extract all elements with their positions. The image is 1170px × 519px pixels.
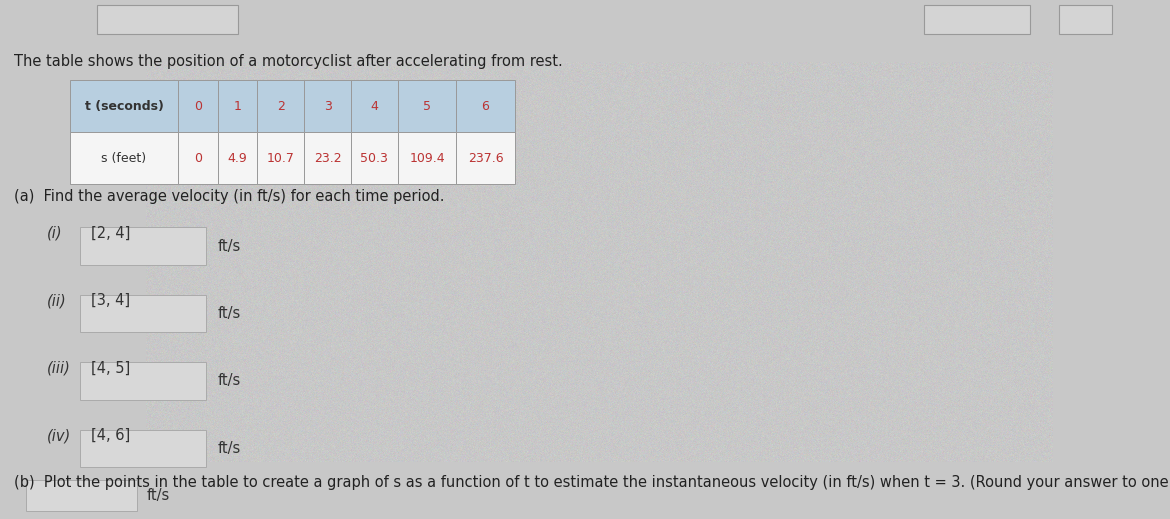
Text: (i): (i) xyxy=(47,226,62,241)
Text: 5: 5 xyxy=(424,100,431,113)
Text: The table shows the position of a motorcyclist after accelerating from rest.: The table shows the position of a motorc… xyxy=(14,54,563,70)
Text: 237.6: 237.6 xyxy=(468,152,503,165)
Text: [4, 5]: [4, 5] xyxy=(91,361,131,376)
Text: (iii): (iii) xyxy=(47,361,70,376)
Text: 0: 0 xyxy=(194,100,201,113)
Text: 50.3: 50.3 xyxy=(360,152,388,165)
Text: ft/s: ft/s xyxy=(218,374,241,388)
Text: ft/s: ft/s xyxy=(146,488,170,503)
Text: [3, 4]: [3, 4] xyxy=(91,293,130,308)
Text: (b)  Plot the points in the table to create a graph of s as a function of t to e: (b) Plot the points in the table to crea… xyxy=(14,475,1170,490)
Text: 6: 6 xyxy=(482,100,489,113)
Text: (iv): (iv) xyxy=(47,428,71,443)
Text: 23.2: 23.2 xyxy=(314,152,342,165)
Text: 109.4: 109.4 xyxy=(410,152,445,165)
Text: 3: 3 xyxy=(324,100,331,113)
Text: (a)  Find the average velocity (in ft/s) for each time period.: (a) Find the average velocity (in ft/s) … xyxy=(14,189,445,204)
Text: 10.7: 10.7 xyxy=(267,152,295,165)
Text: ft/s: ft/s xyxy=(218,441,241,456)
Text: 1: 1 xyxy=(234,100,241,113)
Text: 2: 2 xyxy=(277,100,284,113)
Text: [2, 4]: [2, 4] xyxy=(91,226,131,241)
Text: 4.9: 4.9 xyxy=(228,152,247,165)
Text: 0: 0 xyxy=(194,152,201,165)
Text: ft/s: ft/s xyxy=(218,239,241,253)
Text: s (feet): s (feet) xyxy=(102,152,146,165)
Text: [4, 6]: [4, 6] xyxy=(91,428,131,443)
Text: ft/s: ft/s xyxy=(218,306,241,321)
Text: t (seconds): t (seconds) xyxy=(84,100,164,113)
Text: (ii): (ii) xyxy=(47,293,67,308)
Text: 4: 4 xyxy=(371,100,378,113)
